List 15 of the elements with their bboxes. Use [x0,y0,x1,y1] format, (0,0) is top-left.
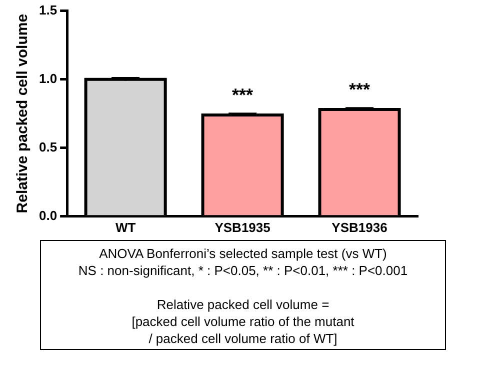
text: NS : non-significant, * : P<0.05, ** : P<0.01, *** : P<0.001 [77,262,409,279]
y-axis-title: Relative packed cell volume [14,14,32,214]
x-tick-label: WT [115,220,136,235]
x-tick-label: YSB1935 [214,220,270,235]
y-tick-label: 0.0 [38,208,58,223]
x-tick-label: YSB1936 [332,220,388,235]
text: Relative packed cell volume = [156,296,330,313]
annotation: *** [349,79,370,100]
y-tick-label: 0.5 [38,139,58,154]
y-tick-label: 1.5 [38,2,58,18]
annotation: *** [232,84,254,105]
y-tick-label: 1.0 [38,70,58,86]
text: / packed cell volume ratio of WT] [148,330,338,347]
text: [packed cell volume ratio of the mutant [130,313,356,330]
text: ANOVA Bonferroni’s selected sample test (vs WT) [98,245,388,262]
